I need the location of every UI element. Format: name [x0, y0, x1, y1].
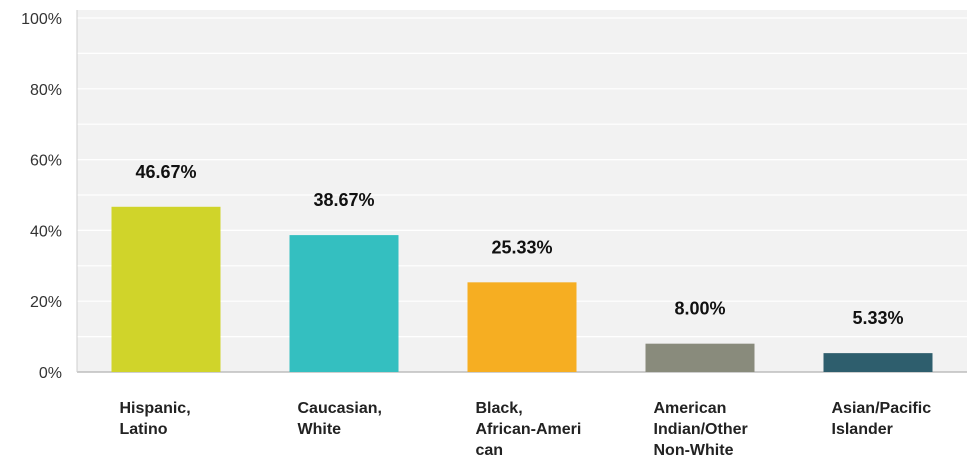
bar: [823, 353, 933, 372]
category-label: African-Ameri: [476, 421, 582, 438]
y-tick-label: 20%: [30, 294, 62, 311]
category-label: White: [298, 421, 342, 438]
category-label: can: [476, 442, 504, 459]
category-label: Asian/Pacific: [832, 400, 932, 417]
data-label: 5.33%: [852, 308, 903, 328]
category-label: Latino: [120, 421, 168, 438]
bar: [467, 282, 577, 372]
bar: [645, 343, 755, 372]
y-tick-label: 80%: [30, 82, 62, 99]
y-tick-label: 60%: [30, 153, 62, 170]
data-label: 8.00%: [674, 299, 725, 319]
y-tick-label: 40%: [30, 223, 62, 240]
data-label: 46.67%: [135, 162, 196, 182]
category-labels: Hispanic, Latino Caucasian, White Black, Afri…: [120, 400, 932, 459]
data-labels: 46.67% 38.67% 25.33% 8.00% 5.33%: [135, 162, 903, 328]
category-label: American: [654, 400, 727, 417]
category-label: Islander: [832, 421, 893, 438]
bar: [111, 206, 221, 372]
y-tick-label: 0%: [39, 365, 62, 382]
bar: [289, 235, 399, 372]
y-tick-label: 100%: [21, 11, 62, 28]
data-label: 38.67%: [313, 190, 374, 210]
category-label: Black,: [476, 400, 523, 417]
category-label: Caucasian,: [298, 400, 382, 417]
data-label: 25.33%: [491, 237, 552, 257]
category-label: Hispanic,: [120, 400, 191, 417]
category-label: Indian/Other: [654, 421, 748, 438]
category-label: Non-White: [654, 442, 734, 459]
bars: [111, 206, 933, 372]
y-axis-ticks: 0% 20% 40% 60% 80% 100%: [21, 11, 62, 382]
